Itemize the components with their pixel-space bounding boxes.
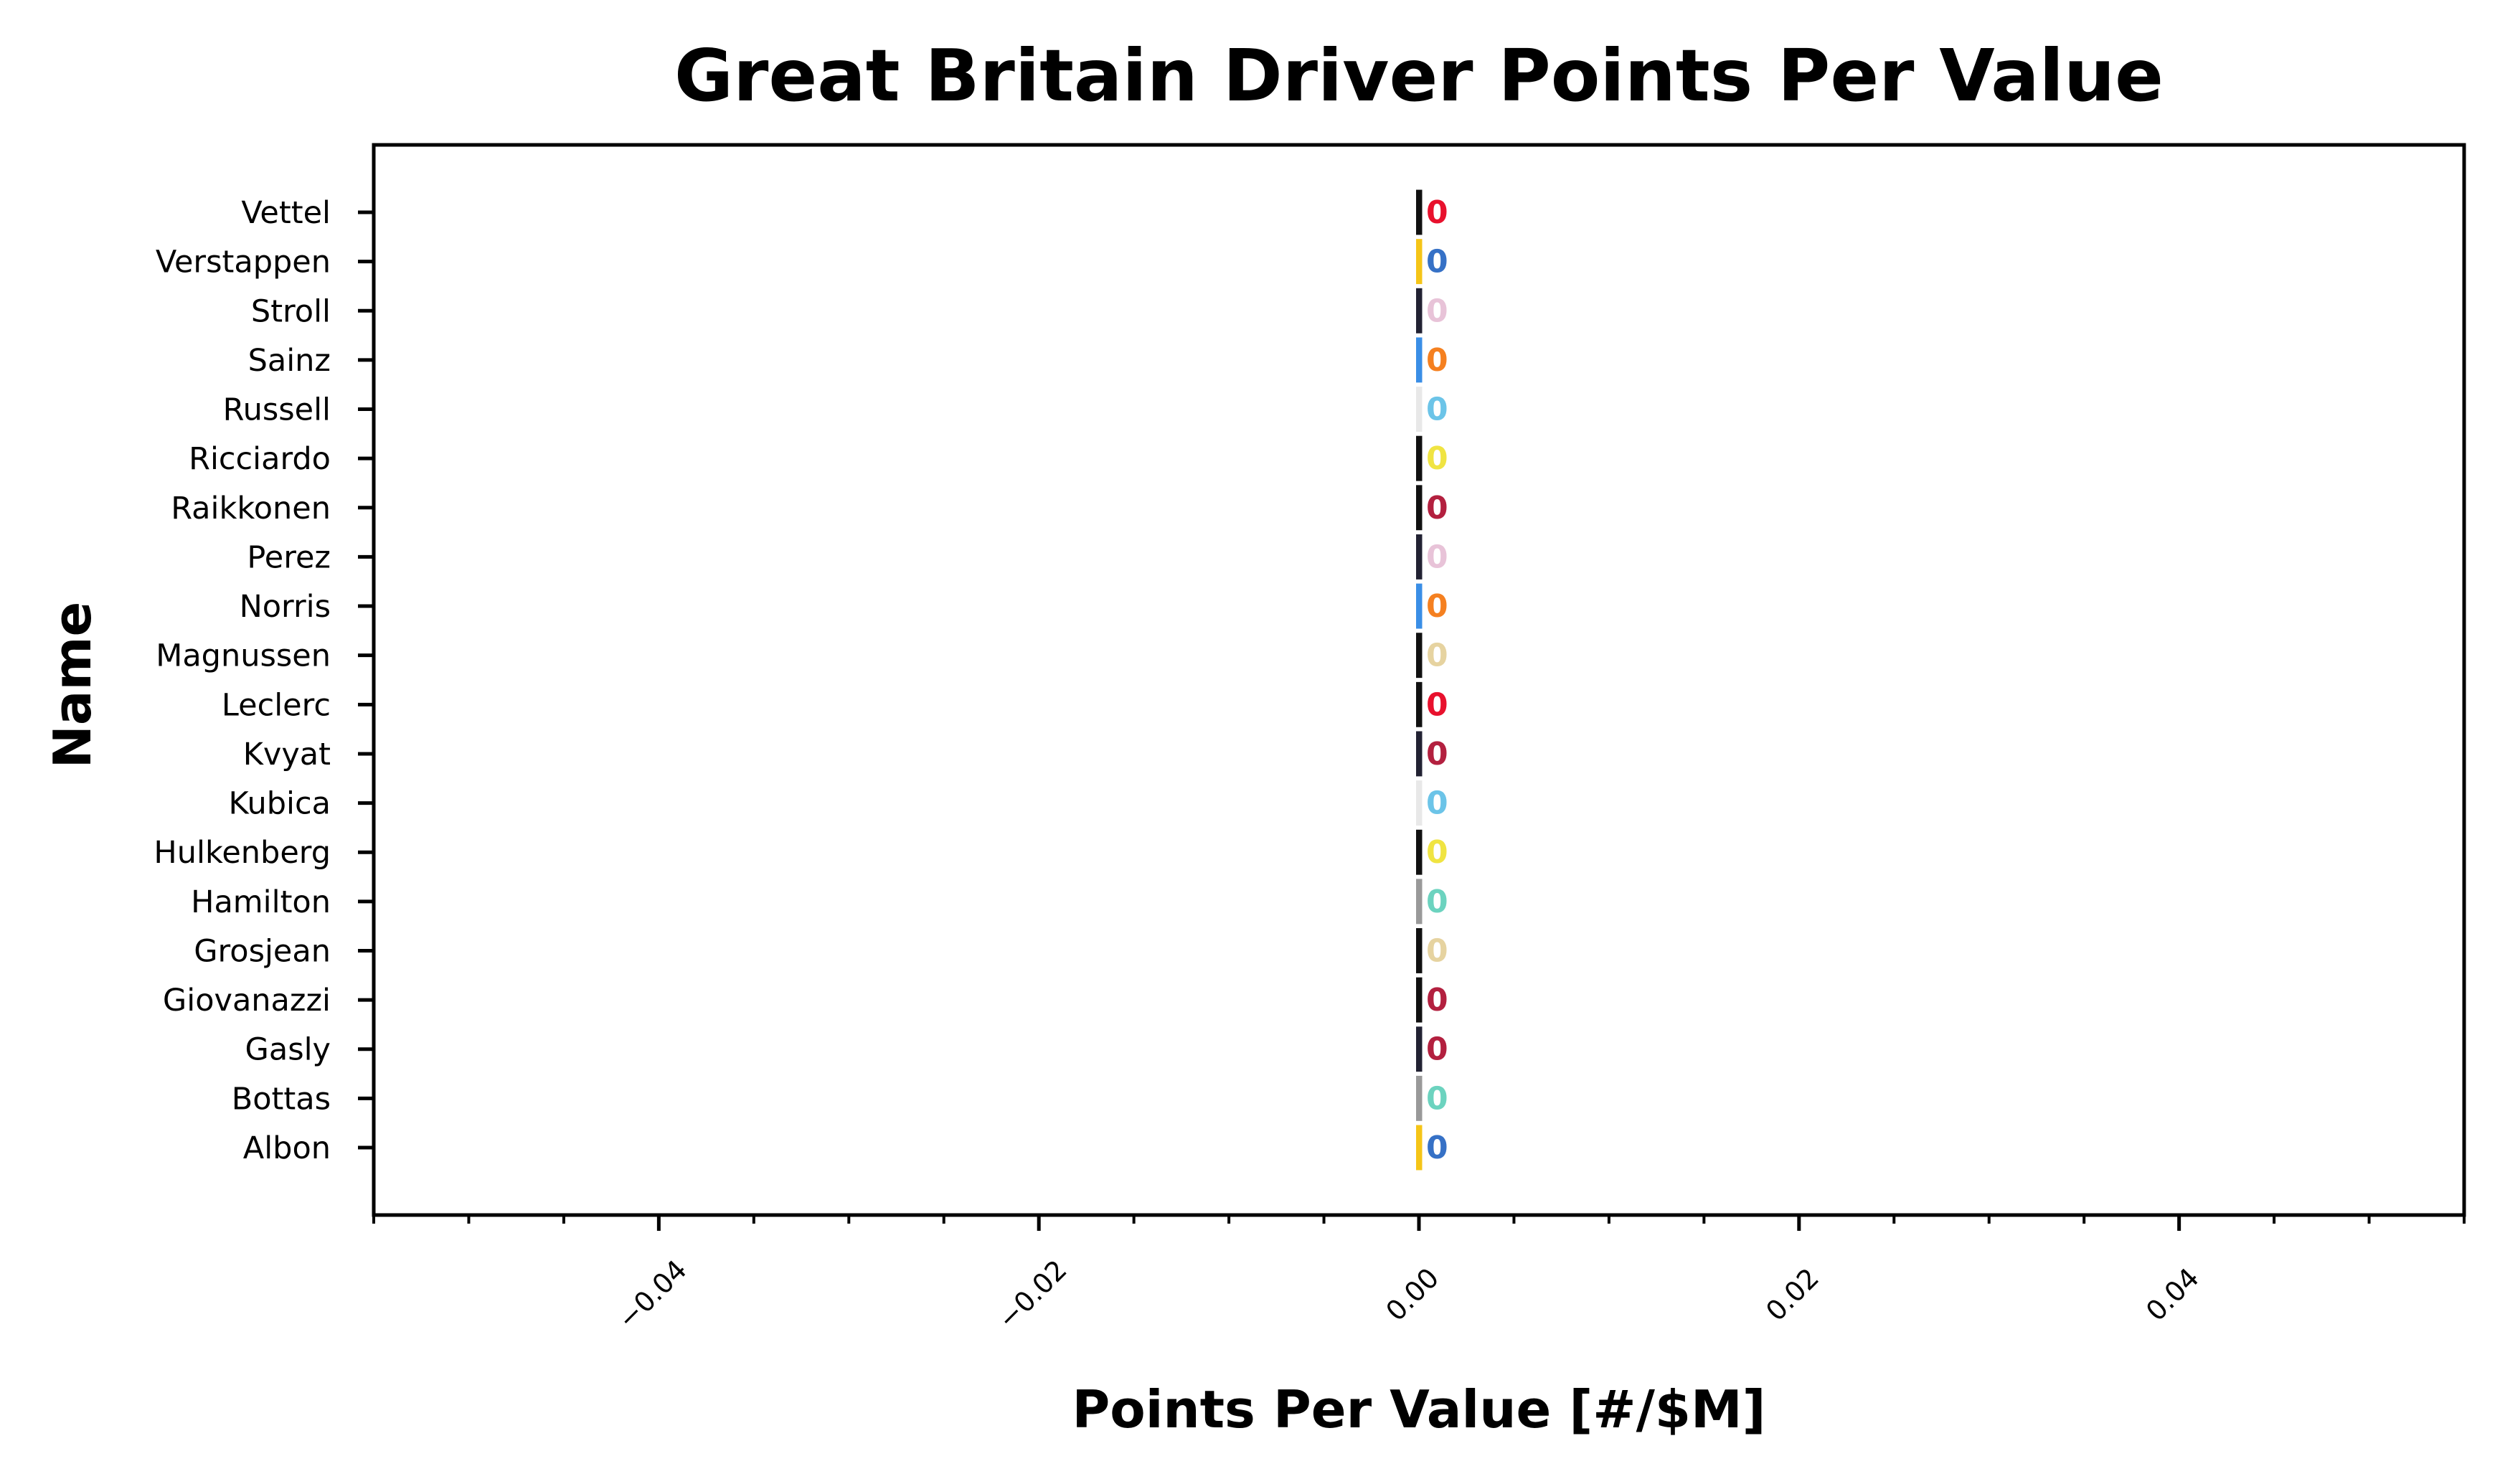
- bar-value-label: 0: [1426, 884, 1448, 920]
- bar-value-label: 0: [1426, 392, 1448, 428]
- bar-value-label: 0: [1426, 293, 1448, 329]
- y-tick-label: Russell: [223, 392, 331, 428]
- bar-value-label: 0: [1426, 834, 1448, 871]
- y-tick-label: Magnussen: [156, 638, 331, 674]
- bar-value-label: 0: [1426, 1080, 1448, 1117]
- bar-value-label: 0: [1426, 1130, 1448, 1166]
- bar-value-label: 0: [1426, 1031, 1448, 1068]
- bar-value-label: 0: [1426, 686, 1448, 723]
- y-tick-label: Hamilton: [191, 884, 331, 920]
- bar: [1416, 1075, 1423, 1121]
- bar: [1416, 435, 1423, 481]
- bar-value-label: 0: [1426, 932, 1448, 969]
- bar: [1416, 189, 1423, 235]
- bar-value-label: 0: [1426, 638, 1448, 674]
- bar-value-label: 0: [1426, 490, 1448, 526]
- bar: [1416, 879, 1423, 925]
- y-tick-label: Kubica: [228, 786, 331, 822]
- bar-value-label: 0: [1426, 588, 1448, 625]
- y-tick-label: Leclerc: [222, 687, 331, 723]
- bar-value-label: 0: [1426, 736, 1448, 772]
- y-tick-label: Stroll: [251, 293, 331, 329]
- y-tick-label: Raikkonen: [171, 491, 331, 526]
- y-tick-label: Albon: [243, 1130, 331, 1166]
- y-tick-label: Gasly: [245, 1032, 331, 1068]
- y-tick-label: Giovanazzi: [163, 983, 331, 1019]
- bar: [1416, 485, 1423, 531]
- y-tick-label: Perez: [247, 539, 331, 575]
- bar-value-label: 0: [1426, 785, 1448, 822]
- y-tick-label: Bottas: [232, 1081, 331, 1117]
- bar-value-label: 0: [1426, 440, 1448, 477]
- y-tick-label: Sainz: [248, 343, 331, 379]
- bar: [1416, 1125, 1423, 1171]
- x-axis-label: Points Per Value [#/$M]: [1072, 1379, 1765, 1440]
- y-axis: Vettel Verstappen Stroll Sainz Russell Riccia…: [154, 195, 374, 1166]
- bar: [1416, 337, 1423, 383]
- bar-value-label: 0: [1426, 342, 1448, 379]
- y-tick-label: Kvyat: [243, 737, 331, 772]
- bar: [1416, 534, 1423, 580]
- y-tick-label: Vettel: [241, 195, 331, 231]
- bar-value-label: 0: [1426, 194, 1448, 231]
- y-axis-label: Name: [42, 602, 103, 769]
- y-tick-label: Norris: [240, 589, 331, 625]
- chart-title: Great Britain Driver Points Per Value: [674, 34, 2164, 118]
- bar: [1416, 288, 1423, 334]
- bar-value-labels: 0 0 0 0 0 0 0 0 0 0 0 0 0 0 0 0 0 0 0 0: [1426, 194, 1448, 1166]
- bar: [1416, 633, 1423, 679]
- bar: [1416, 681, 1423, 727]
- y-tick-label: Grosjean: [194, 933, 331, 969]
- bar: [1416, 829, 1423, 875]
- bar-value-label: 0: [1426, 982, 1448, 1019]
- bars: [1416, 189, 1423, 1171]
- bar: [1416, 780, 1423, 826]
- bar-value-label: 0: [1426, 539, 1448, 575]
- y-tick-label: Hulkenberg: [154, 835, 331, 871]
- bar: [1416, 928, 1423, 973]
- bar-value-label: 0: [1426, 244, 1448, 280]
- bar: [1416, 977, 1423, 1023]
- bar: [1416, 1026, 1423, 1072]
- bar: [1416, 239, 1423, 285]
- bar: [1416, 387, 1423, 432]
- y-tick-label: Verstappen: [156, 245, 331, 280]
- bar: [1416, 583, 1423, 629]
- bar: [1416, 731, 1423, 777]
- y-tick-label: Ricciardo: [189, 441, 331, 477]
